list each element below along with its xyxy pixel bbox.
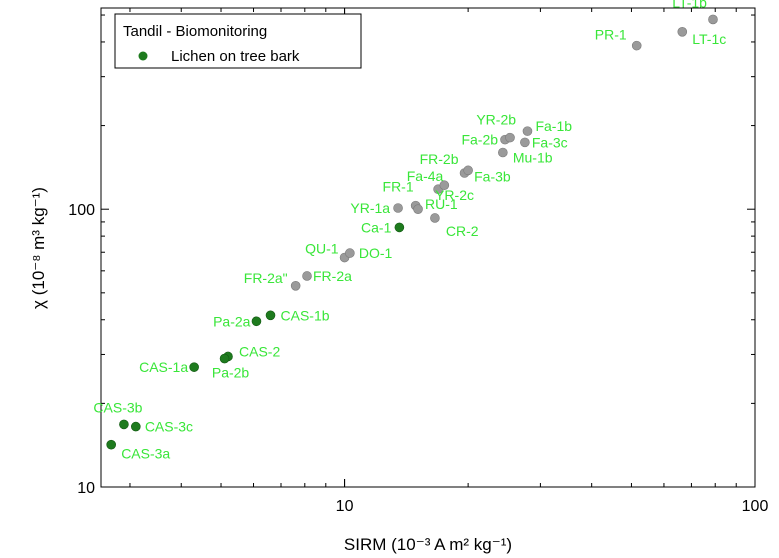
point-label: Ca-1: [361, 219, 392, 235]
data-point: [413, 204, 423, 215]
point-label: Fa-1b: [535, 118, 572, 134]
axis-ticks: [101, 8, 756, 488]
point-label: PR-1: [595, 27, 627, 43]
data-point: [119, 419, 129, 430]
data-point: [106, 439, 116, 450]
point-label: CAS-3a: [121, 446, 170, 462]
data-point: [463, 165, 473, 176]
point-label: CAS-2: [239, 343, 280, 359]
y-axis-title: χ (10⁻⁸ m³ kg⁻¹): [29, 187, 48, 309]
data-point: [522, 126, 533, 136]
data-point: [393, 203, 403, 213]
legend-entry-label: Lichen on tree bark: [171, 48, 300, 65]
point-label: YR-1a: [350, 200, 390, 216]
data-point: [131, 421, 141, 432]
x-axis-title: SIRM (10⁻³ A m² kg⁻¹): [344, 535, 512, 554]
y-tick-label: 100: [68, 202, 95, 219]
point-label: RU-1: [425, 196, 458, 212]
data-point: [302, 271, 312, 281]
point-label: QU-1: [305, 241, 339, 257]
data-point: [189, 362, 199, 372]
legend: Tandil - Biomonitoring Lichen on tree ba…: [114, 13, 362, 69]
y-tick-label: 10: [77, 480, 95, 497]
legend-title: Tandil - Biomonitoring: [123, 23, 267, 40]
data-point: [290, 280, 301, 291]
point-label: YR-2c: [435, 187, 474, 203]
point-label: LT-1b: [672, 0, 707, 10]
point-label: FR-1: [383, 179, 414, 195]
data-point: [219, 353, 230, 364]
legend-box: [114, 13, 362, 69]
point-label: Pa-2a: [213, 313, 251, 329]
legend-marker: [138, 51, 148, 61]
data-point: [505, 132, 515, 143]
point-label: YR-2b: [476, 112, 516, 128]
data-point: [631, 40, 642, 51]
point-label: FR-2a: [313, 268, 352, 284]
data-point: [430, 213, 440, 223]
point-label: Fa-3b: [474, 168, 511, 184]
point-label: CAS-1b: [281, 307, 330, 323]
point-label: FR-2a": [244, 270, 288, 286]
point-label: LT-1c: [692, 31, 726, 47]
plot-frame: [100, 7, 756, 488]
data-point: [677, 27, 688, 37]
point-label: Pa-2b: [212, 365, 250, 381]
data-point: [439, 180, 450, 191]
x-tick-label: 10: [336, 498, 354, 515]
data-point: [394, 222, 405, 233]
point-label: DO-1: [359, 245, 393, 261]
data-point: [265, 310, 276, 321]
point-label: CAS-3c: [145, 419, 193, 435]
x-tick-label: 100: [742, 498, 769, 515]
data-point: [498, 147, 508, 158]
data-point: [345, 248, 355, 258]
data-point: [520, 137, 530, 148]
data-point: [251, 316, 262, 327]
axis-tick-labels: 10 100 10 100: [68, 202, 768, 515]
point-label: Fa-3c: [532, 134, 568, 150]
point-label: CR-2: [446, 223, 479, 239]
point-label: FR-2b: [420, 151, 459, 167]
point-label: Fa-2b: [461, 132, 498, 148]
data-point: [708, 14, 718, 25]
data-points: [106, 14, 718, 450]
point-label: Fa-4a: [407, 168, 444, 184]
point-label: CAS-1a: [139, 359, 188, 375]
point-label: CAS-3b: [93, 399, 142, 415]
point-label: Mu-1b: [513, 149, 553, 165]
